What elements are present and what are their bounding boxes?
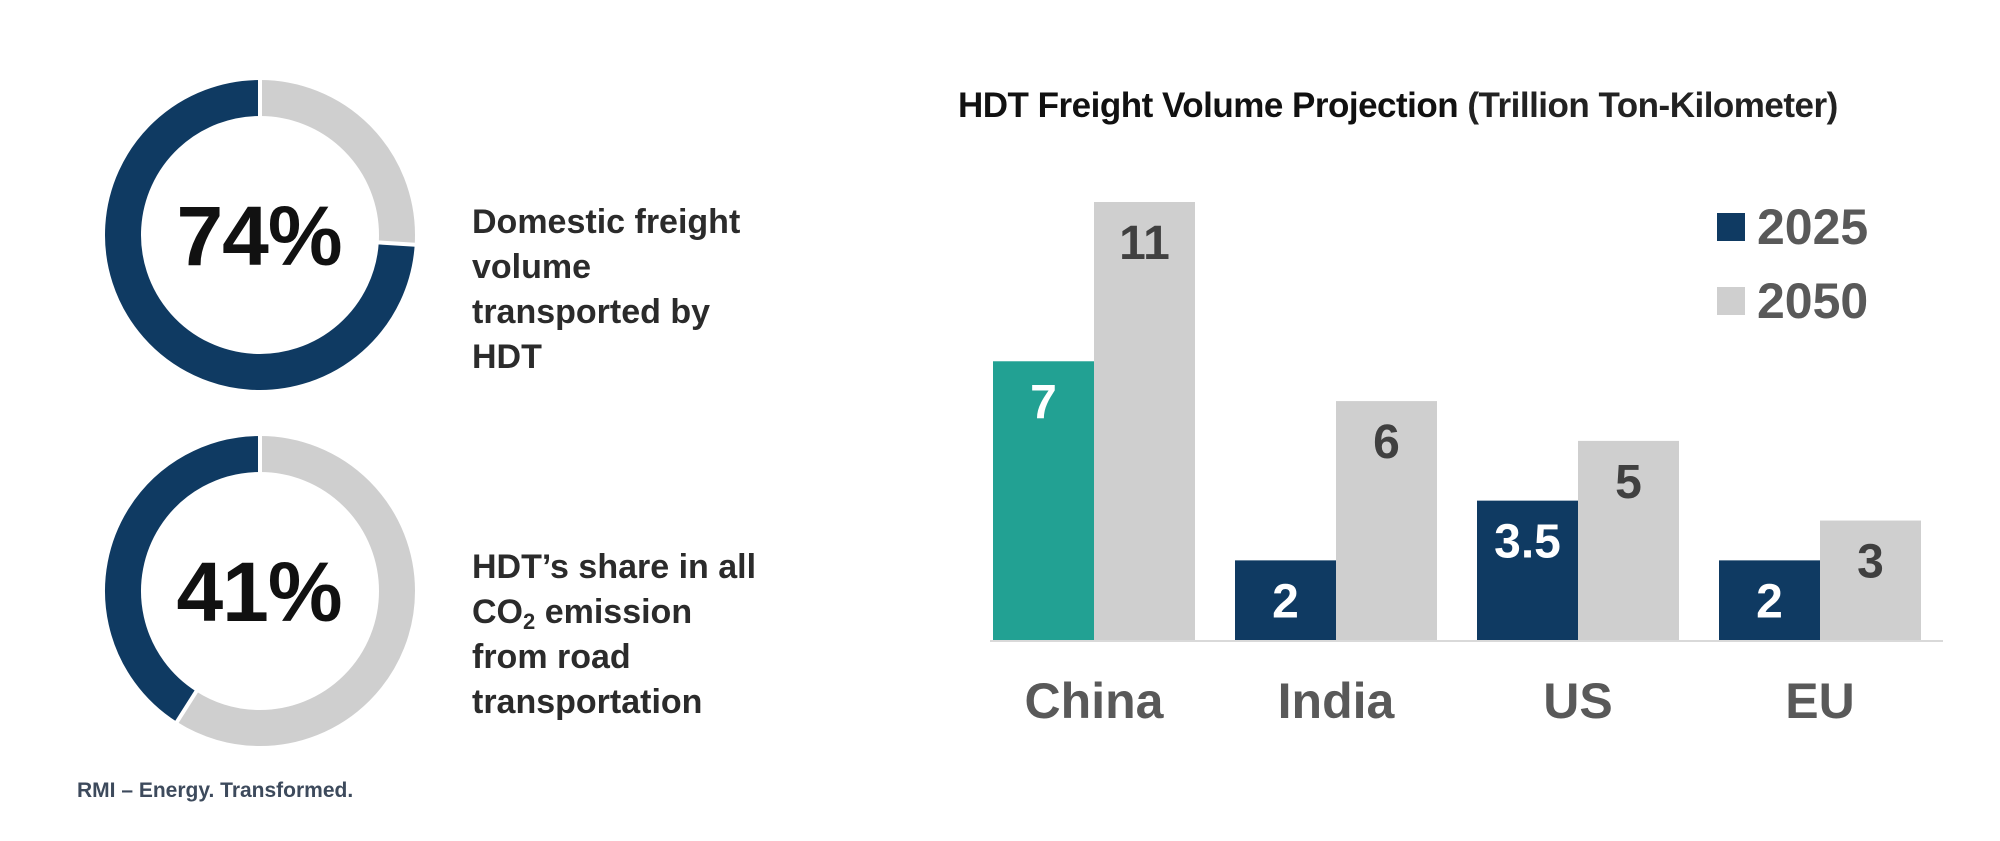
category-label: EU xyxy=(1785,673,1854,729)
bar-india-2025 xyxy=(1235,560,1336,640)
bar-china-2050 xyxy=(1094,202,1195,640)
stat-description: HDT’s share in all CO2 emission from roa… xyxy=(472,545,802,725)
donut-chart-41 xyxy=(105,411,415,746)
chart-title-unit: (Trillion Ton-Kilometer) xyxy=(1467,86,1838,125)
legend-label: 2050 xyxy=(1757,273,1869,329)
donut-chart-74 xyxy=(105,55,440,390)
donut-separator xyxy=(161,688,199,745)
legend-item-2050: 2050 xyxy=(1717,264,1868,338)
category-label: China xyxy=(1025,673,1165,729)
data-label: 5 xyxy=(1615,456,1642,509)
footer-brand: RMI – Energy. Transformed. xyxy=(77,779,354,802)
desc-co: CO xyxy=(472,593,523,631)
bar-china-2025 xyxy=(993,361,1094,640)
data-label: 3.5 xyxy=(1494,516,1561,569)
desc-tail: emission xyxy=(535,593,693,631)
data-label: 7 xyxy=(1030,376,1057,429)
chart-legend: 2025 2050 xyxy=(1717,190,1868,338)
bar-eu-2050 xyxy=(1820,520,1921,640)
data-label: 6 xyxy=(1373,416,1400,469)
data-label: 2 xyxy=(1756,575,1783,628)
chart-title: HDT Freight Volume Projection (Trillion … xyxy=(958,86,1838,126)
desc-line: from road xyxy=(472,638,631,676)
data-label: 11 xyxy=(1119,217,1170,270)
desc-line: CO2 emission xyxy=(472,590,802,635)
desc-line: transportation xyxy=(472,683,703,721)
stat-description: Domestic freight volume transported by H… xyxy=(472,200,802,380)
data-label: 2 xyxy=(1272,575,1299,628)
legend-swatch xyxy=(1717,213,1745,241)
bar-us-2025 xyxy=(1477,500,1578,640)
bar-us-2050 xyxy=(1578,440,1679,640)
desc-line: transported by xyxy=(472,293,711,331)
stat-percent: 41% xyxy=(176,545,342,639)
desc-line: HDT xyxy=(472,338,542,376)
desc-line: volume xyxy=(472,248,592,286)
legend-label: 2025 xyxy=(1757,199,1869,255)
legend-swatch xyxy=(1717,287,1745,315)
desc-subscript: 2 xyxy=(523,609,536,634)
stat-percent: 74% xyxy=(176,189,342,283)
data-label: 3 xyxy=(1857,536,1884,589)
category-label: India xyxy=(1278,673,1396,729)
bar-eu-2025 xyxy=(1719,560,1820,640)
donut-separator xyxy=(376,240,440,249)
chart-title-main: HDT Freight Volume Projection xyxy=(958,86,1459,125)
desc-line: HDT’s share in all xyxy=(472,548,757,586)
desc-line: Domestic freight xyxy=(472,203,741,241)
bar-india-2050 xyxy=(1336,401,1437,640)
category-label: US xyxy=(1543,673,1612,729)
legend-item-2025: 2025 xyxy=(1717,190,1868,264)
